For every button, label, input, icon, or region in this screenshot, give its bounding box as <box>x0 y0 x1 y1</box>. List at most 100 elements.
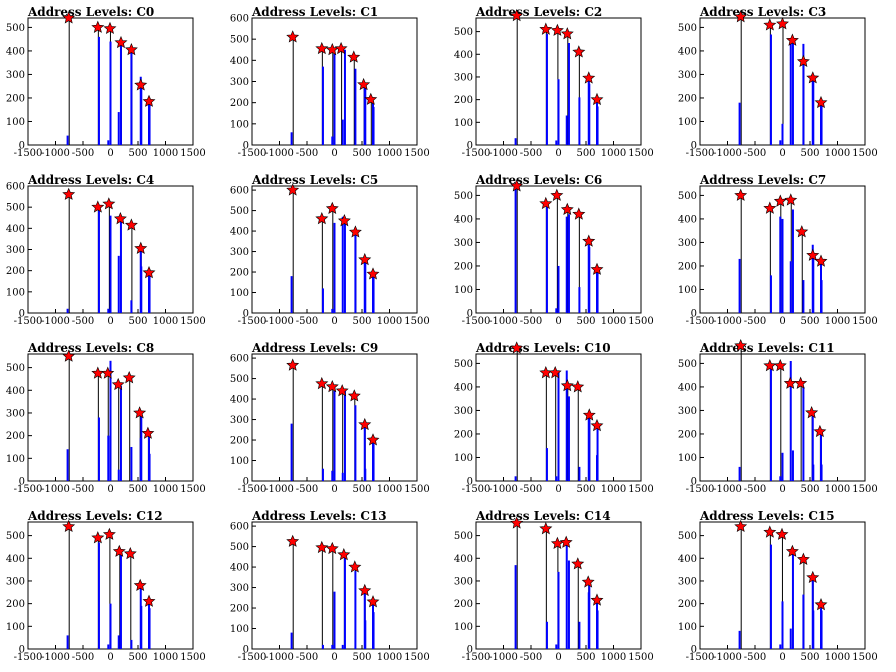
x-tick-label: 1500 <box>180 652 205 663</box>
chart-panel-c1: Address Levels: C1 0 100 200 300 400 500 600 -15… <box>224 0 448 168</box>
y-tick-label: 100 <box>230 288 249 299</box>
peak-marker <box>590 593 604 606</box>
peak-marker <box>581 575 595 588</box>
peak-marker <box>814 598 828 611</box>
y-tick-label: 500 <box>454 191 473 202</box>
y-tick-label: 300 <box>230 77 249 88</box>
y-tick-label: 500 <box>678 191 697 202</box>
peak-marker <box>325 201 339 215</box>
peak-marker <box>773 194 787 207</box>
peak-marker <box>358 252 372 266</box>
peak-marker <box>560 27 574 40</box>
x-tick-label: -1500 <box>686 148 715 159</box>
y-tick-label: 100 <box>454 622 473 633</box>
chart-title: Address Levels: C13 <box>252 509 387 523</box>
peak-marker <box>539 522 553 535</box>
x-tick-label: 1000 <box>825 484 850 495</box>
chart-title: Address Levels: C8 <box>28 341 155 355</box>
peak-marker <box>571 557 585 570</box>
y-tick-label: 500 <box>454 359 473 370</box>
chart-plot: 0 100 200 300 400 500 -1500-1000 -500 0 500 1000 15… <box>678 519 878 663</box>
chart-title: Address Levels: C3 <box>700 5 827 19</box>
y-tick-label: 100 <box>678 117 697 128</box>
y-tick-label: 500 <box>6 23 25 34</box>
peak-marker <box>133 406 147 419</box>
peak-marker <box>325 541 339 555</box>
chart-title: Address Levels: C12 <box>28 509 163 523</box>
peak-marker <box>590 262 604 275</box>
y-tick-label: 300 <box>454 406 473 417</box>
peak-marker <box>734 339 748 352</box>
y-tick-label: 400 <box>678 554 697 565</box>
y-tick-label: 0 <box>467 645 473 656</box>
y-tick-label: 100 <box>6 117 25 128</box>
y-tick-label: 400 <box>454 214 473 225</box>
peak-marker <box>347 50 361 63</box>
chart-title: Address Levels: C6 <box>476 173 603 187</box>
chart-panel-c15: Address Levels: C15 0 100 200 300 400 500 -1500… <box>672 504 896 672</box>
peak-marker <box>763 525 777 538</box>
chart-panel-c14: Address Levels: C14 0 100 200 300 400 500 -1500… <box>448 504 672 672</box>
x-tick-label: -500 <box>296 484 318 495</box>
y-tick-label: 0 <box>691 309 697 320</box>
x-tick-label: 0 <box>555 484 561 495</box>
peak-marker <box>315 376 329 390</box>
peak-marker <box>335 384 349 397</box>
chart-panel-c0: Address Levels: C0 0 100 200 300 400 500 -1500-… <box>0 0 224 168</box>
chart-title: Address Levels: C5 <box>252 173 379 187</box>
peak-marker <box>62 11 76 24</box>
y-tick-label: 0 <box>243 141 249 152</box>
peak-marker <box>763 18 777 31</box>
x-tick-label: 1500 <box>180 148 205 159</box>
chart-panel-c10: Address Levels: C10 0 100 200 300 400 500 -1500… <box>448 336 672 504</box>
x-tick-label: 0 <box>331 316 337 327</box>
y-tick-label: 500 <box>678 359 697 370</box>
y-tick-label: 500 <box>230 374 249 385</box>
chart-panel-c5: Address Levels: C5 0 100 200 300 400 500 600 -15… <box>224 168 448 336</box>
y-tick-label: 400 <box>678 46 697 57</box>
y-tick-label: 200 <box>6 431 25 442</box>
x-tick-label: -1500 <box>238 316 267 327</box>
y-tick-label: 400 <box>6 386 25 397</box>
peak-marker <box>734 519 748 533</box>
y-tick-label: 0 <box>243 309 249 320</box>
peak-marker <box>794 376 808 389</box>
x-tick-label: 0 <box>555 652 561 663</box>
peak-marker <box>366 595 380 608</box>
x-tick-label: 1500 <box>404 484 429 495</box>
x-tick-label: -1500 <box>686 316 715 327</box>
peak-marker <box>315 212 329 225</box>
peak-marker <box>348 560 362 573</box>
peak-marker <box>112 544 126 557</box>
x-tick-label: 1500 <box>852 148 877 159</box>
peak-marker <box>103 21 117 35</box>
peak-marker <box>124 218 138 231</box>
peak-marker <box>122 371 136 384</box>
peak-marker <box>590 418 604 432</box>
peak-marker <box>560 379 574 392</box>
x-tick-label: 500 <box>352 148 371 159</box>
peak-marker <box>133 578 147 592</box>
y-tick-label: 400 <box>230 227 249 238</box>
y-tick-label: 0 <box>19 477 25 488</box>
peak-marker <box>763 201 777 214</box>
y-tick-label: 200 <box>678 93 697 104</box>
peak-marker <box>141 426 155 439</box>
y-tick-label: 500 <box>6 363 25 374</box>
x-tick-label: 1500 <box>628 484 653 495</box>
x-tick-label: 500 <box>352 484 371 495</box>
x-tick-label: 1500 <box>628 316 653 327</box>
peak-marker <box>286 358 300 371</box>
x-tick-label: -500 <box>520 484 542 495</box>
peak-marker <box>775 527 789 540</box>
y-tick-label: 200 <box>454 599 473 610</box>
y-tick-label: 400 <box>230 563 249 574</box>
peak-marker <box>142 266 156 279</box>
chart-panel-c3: Address Levels: C3 0 100 200 300 400 500 -1500-… <box>672 0 896 168</box>
x-tick-label: -1000 <box>713 652 742 663</box>
y-tick-label: 100 <box>454 118 473 129</box>
y-tick-label: 200 <box>230 604 249 615</box>
peak-marker <box>101 366 115 379</box>
x-tick-label: 1000 <box>601 652 626 663</box>
